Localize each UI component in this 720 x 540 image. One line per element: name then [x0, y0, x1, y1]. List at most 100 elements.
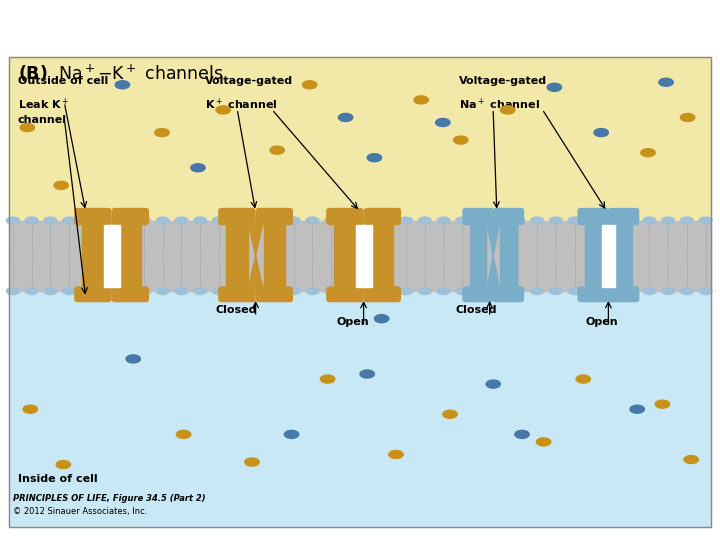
FancyBboxPatch shape	[578, 287, 608, 301]
Ellipse shape	[194, 287, 207, 294]
Ellipse shape	[343, 287, 356, 294]
Ellipse shape	[699, 287, 712, 294]
Ellipse shape	[500, 106, 515, 114]
Text: Leak K$^+$: Leak K$^+$	[18, 96, 69, 112]
Ellipse shape	[176, 430, 191, 438]
Ellipse shape	[212, 287, 225, 294]
Ellipse shape	[269, 217, 282, 224]
FancyBboxPatch shape	[75, 287, 111, 301]
Bar	[615, 220, 632, 291]
Ellipse shape	[302, 81, 317, 89]
Ellipse shape	[662, 287, 675, 294]
Ellipse shape	[662, 217, 675, 224]
Ellipse shape	[594, 129, 608, 137]
Ellipse shape	[284, 430, 299, 438]
Ellipse shape	[56, 461, 71, 469]
Ellipse shape	[6, 217, 19, 224]
FancyBboxPatch shape	[608, 208, 639, 225]
Ellipse shape	[287, 287, 300, 294]
Ellipse shape	[512, 287, 525, 294]
Bar	[334, 220, 356, 291]
Text: Outside of cell: Outside of cell	[18, 76, 108, 86]
Text: Na$^+$ channel: Na$^+$ channel	[459, 96, 540, 112]
Ellipse shape	[6, 287, 19, 294]
Ellipse shape	[374, 315, 389, 323]
Ellipse shape	[155, 129, 169, 137]
Ellipse shape	[389, 450, 403, 458]
FancyBboxPatch shape	[327, 287, 363, 301]
Ellipse shape	[549, 217, 562, 224]
Ellipse shape	[325, 287, 338, 294]
Ellipse shape	[81, 217, 94, 224]
Ellipse shape	[414, 96, 428, 104]
Ellipse shape	[381, 217, 394, 224]
FancyBboxPatch shape	[256, 287, 292, 301]
Ellipse shape	[175, 287, 188, 294]
Ellipse shape	[486, 380, 500, 388]
Ellipse shape	[100, 287, 113, 294]
FancyBboxPatch shape	[112, 287, 148, 301]
Text: Voltage-gated: Voltage-gated	[205, 76, 293, 86]
Ellipse shape	[338, 113, 353, 122]
Ellipse shape	[212, 217, 225, 224]
Polygon shape	[248, 256, 264, 291]
FancyBboxPatch shape	[493, 208, 523, 225]
Bar	[226, 220, 248, 291]
Ellipse shape	[493, 287, 506, 294]
Ellipse shape	[54, 181, 68, 190]
Ellipse shape	[624, 287, 637, 294]
Ellipse shape	[216, 106, 230, 114]
Text: © 2012 Sinauer Associates, Inc.: © 2012 Sinauer Associates, Inc.	[13, 508, 148, 516]
Ellipse shape	[245, 458, 259, 466]
Text: $\bf{(B)}$  Na$^+$$-$K$^+$ channels: $\bf{(B)}$ Na$^+$$-$K$^+$ channels	[18, 63, 223, 84]
Ellipse shape	[684, 456, 698, 463]
Ellipse shape	[400, 287, 413, 294]
Ellipse shape	[287, 217, 300, 224]
Bar	[104, 225, 120, 287]
Ellipse shape	[138, 287, 150, 294]
Polygon shape	[248, 220, 264, 256]
FancyBboxPatch shape	[327, 208, 363, 225]
FancyBboxPatch shape	[463, 287, 493, 301]
FancyBboxPatch shape	[364, 287, 400, 301]
FancyBboxPatch shape	[463, 208, 493, 225]
Ellipse shape	[231, 287, 244, 294]
Bar	[9, 291, 711, 528]
Bar	[9, 57, 711, 220]
Ellipse shape	[360, 370, 374, 378]
FancyBboxPatch shape	[75, 208, 111, 225]
Ellipse shape	[443, 410, 457, 418]
Text: Open: Open	[585, 317, 618, 327]
Bar	[356, 225, 372, 287]
Ellipse shape	[418, 217, 431, 224]
Ellipse shape	[630, 405, 644, 413]
Polygon shape	[487, 256, 500, 291]
Ellipse shape	[175, 217, 188, 224]
Ellipse shape	[126, 355, 140, 363]
Ellipse shape	[547, 83, 562, 91]
Ellipse shape	[138, 217, 150, 224]
Ellipse shape	[23, 405, 37, 413]
Text: channel: channel	[18, 116, 67, 125]
Ellipse shape	[699, 217, 712, 224]
Ellipse shape	[194, 217, 207, 224]
Ellipse shape	[680, 113, 695, 122]
Text: Open: Open	[336, 317, 369, 327]
Ellipse shape	[63, 287, 76, 294]
Bar	[601, 225, 615, 287]
Ellipse shape	[381, 287, 394, 294]
FancyBboxPatch shape	[219, 208, 255, 225]
Ellipse shape	[680, 287, 693, 294]
Ellipse shape	[515, 430, 529, 438]
Ellipse shape	[306, 287, 319, 294]
Ellipse shape	[549, 287, 562, 294]
FancyBboxPatch shape	[364, 208, 400, 225]
Ellipse shape	[436, 118, 450, 126]
Ellipse shape	[119, 217, 132, 224]
Ellipse shape	[343, 217, 356, 224]
Ellipse shape	[400, 217, 413, 224]
Text: Closed: Closed	[456, 305, 498, 315]
Ellipse shape	[512, 217, 525, 224]
Ellipse shape	[587, 287, 600, 294]
Ellipse shape	[536, 438, 551, 446]
